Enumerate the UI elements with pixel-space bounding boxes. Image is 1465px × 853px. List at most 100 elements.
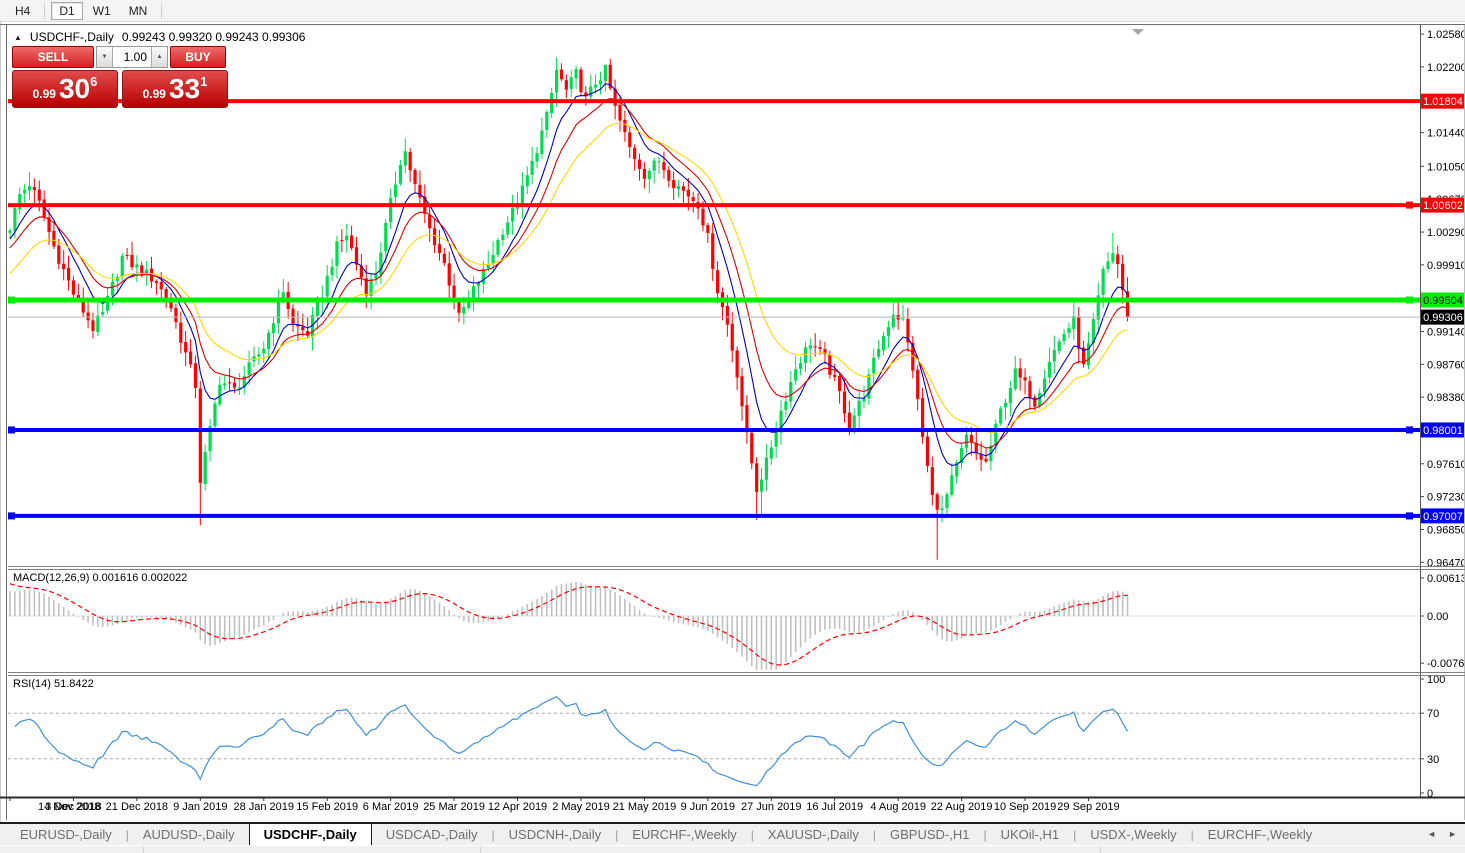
buy-price-point: 1: [200, 74, 208, 89]
volume-increase-icon[interactable]: ▲: [151, 47, 167, 67]
chart-shift-marker-icon[interactable]: [1132, 29, 1144, 35]
chart-tab-2[interactable]: AUDUSD-,Daily: [142, 827, 235, 842]
rsi-axis-label: 70: [1427, 708, 1439, 720]
macd-axis-label: 0.00613: [1427, 573, 1465, 585]
tab-separator: |: [491, 827, 495, 842]
macd-axis-label: 0.00: [1427, 611, 1448, 623]
hline-0.97007[interactable]: [8, 512, 1420, 520]
candles-layer: [8, 57, 1130, 560]
volume-stepper: ▼ 1.00 ▲: [96, 46, 168, 68]
date-tick-label: 27 Jun 2019: [741, 801, 802, 813]
tab-separator: |: [125, 827, 129, 842]
toolbar-separator: [44, 2, 46, 19]
date-tick-label: 16 Jul 2019: [806, 801, 863, 813]
svg-text:0.99306: 0.99306: [1423, 312, 1463, 324]
timeframe-button-h4[interactable]: H4: [15, 3, 31, 18]
hline-1.00602[interactable]: [8, 201, 1420, 209]
date-tick-label: 4 Aug 2019: [870, 801, 926, 813]
date-tick-label: 15 Feb 2019: [296, 801, 358, 813]
macd-histogram: [9, 581, 1129, 670]
hline-0.98001[interactable]: [8, 426, 1420, 434]
sell-price-display[interactable]: 0.99 30 6: [12, 70, 118, 108]
chart-tab-9[interactable]: UKOil-,H1: [1000, 827, 1060, 842]
date-tick-label: 12 Apr 2019: [488, 801, 547, 813]
price-tick-label: 1.01050: [1427, 161, 1465, 173]
date-tick-label: 9 Jan 2019: [173, 801, 227, 813]
svg-text:0.99504: 0.99504: [1423, 295, 1463, 307]
collapse-panel-icon[interactable]: ▲: [14, 32, 22, 42]
macd-signal-line: [9, 583, 1128, 666]
window-left-edge: [0, 22, 1, 853]
date-tick-label: 22 Aug 2019: [931, 801, 993, 813]
rsi-indicator-label: RSI(14) 51.8422: [13, 678, 94, 690]
chart-tab-10[interactable]: USDX-,Weekly: [1090, 827, 1177, 842]
buy-price-display[interactable]: 0.99 33 1: [122, 70, 228, 108]
chart-tab-8[interactable]: GBPUSD-,H1: [889, 827, 970, 842]
macd-indicator-label: MACD(12,26,9) 0.001616 0.002022: [13, 572, 187, 584]
price-tick-label: 0.99140: [1427, 326, 1465, 338]
sell-price-pips: 30: [58, 73, 91, 104]
timeframe-button-w1[interactable]: W1: [92, 3, 111, 18]
chart-tab-7[interactable]: XAUUSD-,Daily: [767, 827, 859, 842]
svg-text:0.97007: 0.97007: [1423, 511, 1463, 523]
chart-tab-5[interactable]: USDCNH-,Daily: [508, 827, 602, 842]
date-tick-label: 2 May 2019: [552, 801, 609, 813]
chart-tab-bar: EURUSD-,Daily | AUDUSD-,Daily USDCHF-,Daily…: [0, 822, 1465, 845]
svg-text:1.00602: 1.00602: [1423, 200, 1463, 212]
date-tick-label: 25 Mar 2019: [423, 801, 485, 813]
buy-button[interactable]: BUY: [170, 46, 226, 68]
tab-separator: |: [615, 827, 619, 842]
axis-price-label-1.01804: [1421, 93, 1465, 109]
sell-button[interactable]: SELL: [12, 46, 94, 68]
hline-0.99504[interactable]: [8, 296, 1420, 304]
chart-symbol-period: USDCHF-,Daily: [29, 30, 114, 44]
rsi-axis-label: 100: [1427, 674, 1445, 686]
axis-price-label-1.00602: [1421, 197, 1465, 213]
price-tick-label: 0.98380: [1427, 392, 1465, 404]
timeframe-toolbar: H4 D1 W1 MN: [0, 0, 1465, 22]
chart-tab-1[interactable]: EURUSD-,Daily: [20, 827, 112, 842]
chart-ohlc-values: 0.99243 0.99320 0.99243 0.99306: [121, 30, 306, 44]
axis-price-label-0.98001: [1421, 422, 1465, 438]
chart-tab-11[interactable]: EURCHF-,Weekly: [1207, 827, 1313, 842]
tab-scroll-right-icon[interactable]: ►: [1448, 829, 1457, 839]
date-tick-label: 14 Nov 2018: [38, 801, 100, 813]
ma-line-24: [9, 123, 1128, 434]
chart-tab-6[interactable]: EURCHF-,Weekly: [632, 827, 737, 842]
price-tick-label: 0.99910: [1427, 260, 1465, 272]
tab-separator: |: [872, 827, 876, 842]
chart-canvas[interactable]: 1.02580 1.02200 1.01440 1.01050 1.00 6 70 1.002…: [0, 22, 1465, 822]
chart-tab-4[interactable]: USDCAD-,Daily: [385, 827, 478, 842]
price-tick-label: 0.96470: [1427, 557, 1465, 569]
price-tick-label: 1.02580: [1427, 29, 1465, 41]
tab-separator: |: [1073, 827, 1077, 842]
price-tick-label: 1.00290: [1427, 227, 1465, 239]
tab-scroll-left-icon[interactable]: ◄: [1427, 829, 1437, 839]
macd-title: MACD(12,26,9): [13, 572, 90, 584]
tab-separator: |: [983, 827, 987, 842]
timeframe-button-d1[interactable]: D1: [51, 1, 83, 20]
svg-text:1.01804: 1.01804: [1423, 96, 1463, 108]
price-tick-label: 0.97230: [1427, 492, 1465, 504]
volume-decrease-icon[interactable]: ▼: [97, 47, 113, 67]
rsi-axis-label: 0: [1427, 788, 1433, 800]
status-strip: [0, 845, 1465, 853]
ma-line-14: [9, 97, 1128, 449]
chart-tab-3[interactable]: USDCHF-,Daily: [248, 823, 372, 845]
tab-separator: |: [750, 827, 754, 842]
timeframe-button-mn[interactable]: MN: [128, 3, 148, 18]
chart-title: ▲ USDCHF-,Daily 0.99243 0.99320 0.99243 …: [14, 30, 305, 44]
date-tick-label: 6 Mar 2019: [363, 801, 419, 813]
price-tick-label: 1.02200: [1427, 62, 1465, 74]
rsi-axis-label: 30: [1427, 754, 1439, 766]
price-tick-label: 0.96850: [1427, 524, 1465, 536]
buy-price-prefix: 0.99: [142, 87, 166, 101]
date-tick-label: 21 May 2019: [613, 801, 677, 813]
date-tick-label: 9 Jun 2019: [681, 801, 735, 813]
date-tick-label: 28 Jan 2019: [233, 801, 294, 813]
volume-input[interactable]: 1.00: [113, 47, 151, 67]
rsi-title: RSI(14): [13, 678, 51, 690]
price-tick-label: 1.01440: [1427, 128, 1465, 140]
svg-text:0.98001: 0.98001: [1423, 425, 1463, 437]
